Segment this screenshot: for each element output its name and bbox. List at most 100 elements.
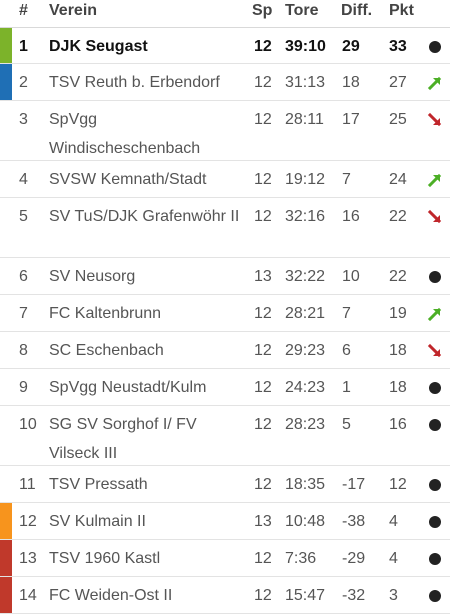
same-dot-icon <box>427 588 443 604</box>
rank-cell: 6 <box>19 268 28 285</box>
rank-cell: 8 <box>19 342 28 359</box>
table-row[interactable]: 9 SpVgg Neustadt/Kulm 12 24:23 1 18 <box>0 369 450 406</box>
team-name[interactable]: DJK Seugast <box>49 38 148 55</box>
table-row[interactable]: 4 SVSW Kemnath/Stadt 12 19:12 7 24 <box>0 161 450 198</box>
points-cell: 19 <box>389 305 407 322</box>
games-played-cell: 12 <box>254 111 272 128</box>
header-sp[interactable]: Sp <box>252 2 273 19</box>
table-body: 1 DJK Seugast 12 39:10 29 33 2 TSV Reuth b. Erb… <box>0 28 450 614</box>
goals-cell: 28:23 <box>285 416 326 433</box>
points-cell: 22 <box>389 208 407 225</box>
points-cell: 25 <box>389 111 407 128</box>
games-played-cell: 12 <box>254 587 272 604</box>
points-cell: 3 <box>389 587 398 604</box>
goal-difference-cell: 7 <box>342 305 351 322</box>
down-arrow-icon <box>427 112 443 128</box>
goal-difference-cell: -17 <box>342 476 366 493</box>
goals-cell: 32:16 <box>285 208 326 225</box>
header-diff[interactable]: Diff. <box>341 2 373 19</box>
rank-status-bar <box>0 503 12 539</box>
points-cell: 27 <box>389 74 407 91</box>
table-row[interactable]: 8 SC Eschenbach 12 29:23 6 18 <box>0 332 450 369</box>
points-cell: 16 <box>389 416 407 433</box>
header-tore[interactable]: Tore <box>285 2 319 19</box>
header-rank: # <box>19 2 28 19</box>
points-cell: 18 <box>389 342 407 359</box>
goal-difference-cell: 10 <box>342 268 360 285</box>
team-name[interactable]: SV TuS/DJK Grafenwöhr II <box>49 208 240 225</box>
points-cell: 12 <box>389 476 407 493</box>
team-name[interactable]: TSV Reuth b. Erbendorf <box>49 74 220 91</box>
up-arrow-icon <box>427 172 443 188</box>
rank-cell: 10 <box>19 416 37 433</box>
table-row[interactable]: 13 TSV 1960 Kastl 12 7:36 -29 4 <box>0 540 450 577</box>
header-pkt[interactable]: Pkt <box>389 2 414 19</box>
same-dot-icon <box>427 39 443 55</box>
rank-cell: 4 <box>19 171 28 188</box>
table-row[interactable]: 3 SpVgg Windischeschenbach 12 28:11 17 25 <box>0 101 450 161</box>
goals-cell: 19:12 <box>285 171 326 188</box>
points-cell: 22 <box>389 268 407 285</box>
team-name[interactable]: SpVgg Neustadt/Kulm <box>49 379 207 396</box>
points-cell: 4 <box>389 550 398 567</box>
table-row[interactable]: 10 SG SV Sorghof I/ FV Vilseck III 12 28:23… <box>0 406 450 466</box>
games-played-cell: 12 <box>254 305 272 322</box>
team-name[interactable]: FC Kaltenbrunn <box>49 305 162 322</box>
rank-status-bar <box>0 540 12 576</box>
games-played-cell: 13 <box>254 513 272 530</box>
table-row[interactable]: 12 SV Kulmain II 13 10:48 -38 4 <box>0 503 450 540</box>
team-name[interactable]: TSV Pressath <box>49 476 148 493</box>
down-arrow-icon <box>427 209 443 225</box>
goals-cell: 24:23 <box>285 379 326 396</box>
rank-cell: 9 <box>19 379 28 396</box>
table-row[interactable]: 5 SV TuS/DJK Grafenwöhr II 12 32:16 16 22 <box>0 198 450 258</box>
team-name[interactable]: SC Eschenbach <box>49 342 164 359</box>
goals-cell: 15:47 <box>285 587 326 604</box>
table-row[interactable]: 11 TSV Pressath 12 18:35 -17 12 <box>0 466 450 503</box>
table-header: # Verein Sp Tore Diff. Pkt <box>0 0 450 28</box>
team-name[interactable]: TSV 1960 Kastl <box>49 550 161 567</box>
up-arrow-icon <box>427 75 443 91</box>
table-row[interactable]: 7 FC Kaltenbrunn 12 28:21 7 19 <box>0 295 450 332</box>
goals-cell: 10:48 <box>285 513 326 530</box>
goal-difference-cell: 18 <box>342 74 360 91</box>
rank-cell: 5 <box>19 208 28 225</box>
games-played-cell: 12 <box>254 342 272 359</box>
table-row[interactable]: 6 SV Neusorg 13 32:22 10 22 <box>0 258 450 295</box>
games-played-cell: 12 <box>254 38 272 55</box>
same-dot-icon <box>427 380 443 396</box>
team-name[interactable]: SVSW Kemnath/Stadt <box>49 171 207 188</box>
table-row[interactable]: 2 TSV Reuth b. Erbendorf 12 31:13 18 27 <box>0 64 450 101</box>
rank-cell: 1 <box>19 38 28 55</box>
goals-cell: 39:10 <box>285 38 326 55</box>
table-row[interactable]: 1 DJK Seugast 12 39:10 29 33 <box>0 28 450 64</box>
goals-cell: 32:22 <box>285 268 326 285</box>
points-cell: 24 <box>389 171 407 188</box>
goal-difference-cell: -38 <box>342 513 366 530</box>
same-dot-icon <box>427 477 443 493</box>
games-played-cell: 12 <box>254 74 272 91</box>
same-dot-icon <box>427 269 443 285</box>
team-name[interactable]: SV Kulmain II <box>49 513 146 530</box>
rank-cell: 11 <box>19 476 36 493</box>
games-played-cell: 12 <box>254 379 272 396</box>
goal-difference-cell: -32 <box>342 587 366 604</box>
team-name[interactable]: SV Neusorg <box>49 268 136 285</box>
rank-status-bar <box>0 28 12 63</box>
team-name[interactable]: FC Weiden-Ost II <box>49 587 173 604</box>
same-dot-icon <box>427 551 443 567</box>
rank-cell: 2 <box>19 74 28 91</box>
goal-difference-cell: 5 <box>342 416 351 433</box>
games-played-cell: 12 <box>254 416 272 433</box>
goals-cell: 18:35 <box>285 476 326 493</box>
rank-status-bar <box>0 577 12 613</box>
team-name[interactable]: SpVgg Windischeschenbach <box>49 111 201 157</box>
rank-cell: 13 <box>19 550 37 567</box>
games-played-cell: 12 <box>254 550 272 567</box>
rank-cell: 7 <box>19 305 28 322</box>
header-team[interactable]: Verein <box>49 2 98 19</box>
goals-cell: 28:11 <box>285 111 324 128</box>
team-name[interactable]: SG SV Sorghof I/ FV Vilseck III <box>49 416 197 462</box>
table-row[interactable]: 14 FC Weiden-Ost II 12 15:47 -32 3 <box>0 577 450 614</box>
